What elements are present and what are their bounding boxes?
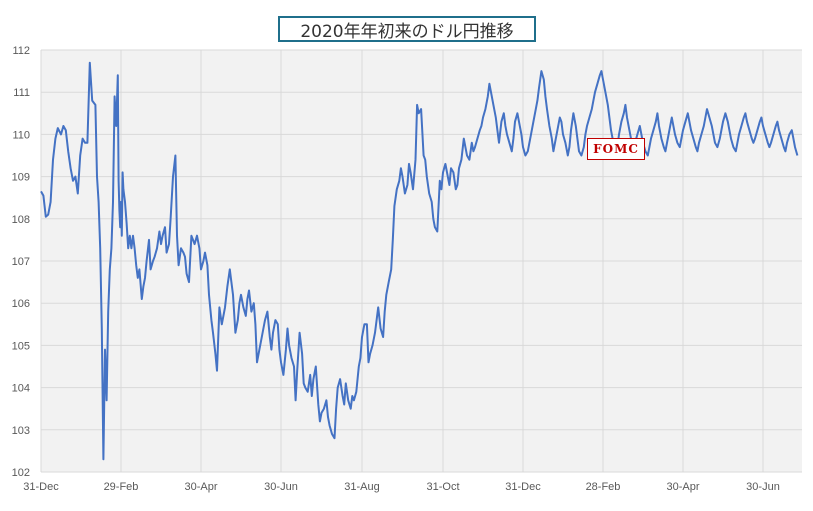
y-tick-label: 110 [12, 129, 30, 141]
x-tick-label: 29-Feb [104, 481, 139, 493]
grid-layer [40, 49, 802, 473]
y-tick-label: 106 [12, 298, 30, 310]
x-tick-label: 30-Jun [746, 481, 780, 493]
x-tick-labels: 31-Dec 29-Feb 30-Apr 30-Jun 31-Aug 31-Oct 31-D… [23, 481, 780, 493]
y-tick-label: 107 [12, 256, 30, 268]
y-tick-label: 108 [12, 214, 30, 226]
y-tick-label: 111 [13, 87, 30, 99]
y-tick-label: 102 [12, 467, 30, 479]
x-tick-label: 31-Aug [344, 481, 379, 493]
x-tick-label: 31-Dec [23, 481, 59, 493]
x-tick-label: 30-Apr [666, 481, 699, 493]
x-tick-label: 30-Jun [264, 481, 298, 493]
x-tick-label: 31-Dec [505, 481, 541, 493]
y-tick-label: 104 [12, 383, 30, 395]
chart-title: 2020年年初来のドル円推移 [278, 16, 536, 42]
y-tick-label: 112 [12, 45, 30, 57]
y-tick-label: 109 [12, 172, 30, 184]
annotation-fomc: FOMC [587, 138, 645, 160]
y-tick-labels: 102 103 104 105 106 107 108 109 110 111 112 [12, 45, 30, 479]
y-tick-label: 103 [12, 425, 30, 437]
series-line-usdjpy [40, 61, 799, 461]
x-tick-label: 30-Apr [184, 481, 217, 493]
x-tick-label: 28-Feb [586, 481, 621, 493]
y-tick-label: 105 [12, 340, 30, 352]
x-tick-label: 31-Oct [426, 481, 459, 493]
